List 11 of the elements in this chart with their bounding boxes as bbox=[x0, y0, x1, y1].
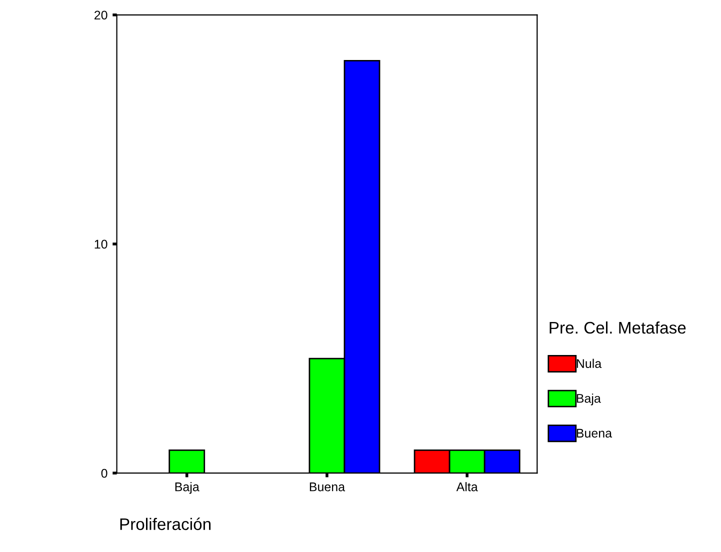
x-tick-label: Buena bbox=[310, 482, 346, 492]
x-tick-label: Baja bbox=[175, 482, 200, 494]
legend-label: Baja bbox=[576, 394, 601, 406]
y-tick-label: 0 bbox=[101, 468, 108, 478]
legend-label: Buena bbox=[576, 428, 612, 438]
x-tick-label: Alta bbox=[456, 482, 478, 492]
y-tick-label: 10 bbox=[94, 240, 108, 249]
y-tick-label: 20 bbox=[94, 10, 108, 20]
x-axis-title: Proliferación bbox=[120, 518, 211, 530]
legend-title: Pre. Cel. Metafase bbox=[550, 321, 686, 334]
legend-label: Nula bbox=[576, 358, 602, 368]
